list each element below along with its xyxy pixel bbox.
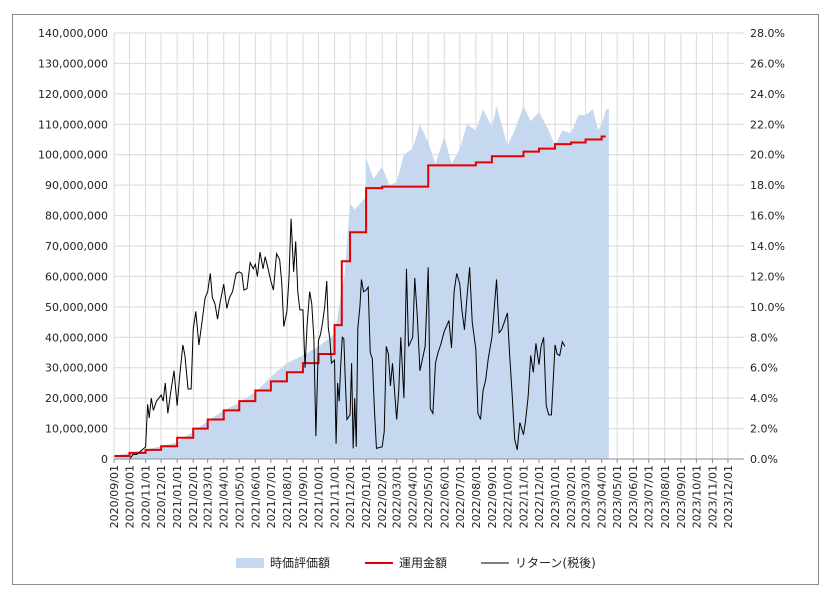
x-tick-label: 2020/09/01 xyxy=(108,465,121,528)
y-right-tick-label: 28.0% xyxy=(750,27,785,40)
y-left-tick-label: 70,000,000 xyxy=(45,240,108,253)
y-right-tick-label: 24.0% xyxy=(750,88,785,101)
x-tick-label: 2022/02/01 xyxy=(376,465,389,528)
x-tick-label: 2021/04/01 xyxy=(218,465,231,528)
chart-svg: 0 10,000,000 20,000,000 30,000,000 40,000,00… xyxy=(38,27,785,570)
x-tick-label: 2023/11/01 xyxy=(706,465,719,528)
y-left-tick-label: 10,000,000 xyxy=(45,423,108,436)
legend-label: 時価評価額 xyxy=(270,555,330,570)
y-left-tick-label: 40,000,000 xyxy=(45,331,108,344)
x-tick-label: 2021/02/01 xyxy=(187,465,200,528)
legend: 時価評価額 運用金額 リターン(税後) xyxy=(236,555,596,570)
x-tick-label: 2023/03/01 xyxy=(580,465,593,528)
x-tick-label: 2023/12/01 xyxy=(722,465,735,528)
x-tick-label: 2022/11/01 xyxy=(517,465,530,528)
x-tick-label: 2022/07/01 xyxy=(454,465,467,528)
y-right-tick-label: 0.0% xyxy=(750,453,778,466)
x-tick-label: 2022/04/01 xyxy=(407,465,420,528)
x-tick-label: 2020/12/01 xyxy=(155,465,168,528)
x-tick-label: 2022/01/01 xyxy=(360,465,373,528)
axes-layer: 0 10,000,000 20,000,000 30,000,000 40,000,00… xyxy=(38,27,785,528)
y-left-tick-label: 60,000,000 xyxy=(45,270,108,283)
legend-item: 時価評価額 xyxy=(236,555,330,570)
series-line-invested-amount xyxy=(114,135,606,457)
x-tick-label: 2023/10/01 xyxy=(690,465,703,528)
legend-label: 運用金額 xyxy=(399,555,447,570)
x-tick-label: 2023/07/01 xyxy=(643,465,656,528)
x-tick-label: 2022/05/01 xyxy=(422,465,435,528)
x-tick-label: 2021/10/01 xyxy=(312,465,325,528)
x-tick-label: 2022/03/01 xyxy=(391,465,404,528)
legend-item: リターン(税後) xyxy=(481,556,596,570)
y-left-tick-label: 120,000,000 xyxy=(38,88,108,101)
x-tick-label: 2021/08/01 xyxy=(281,465,294,528)
y-left-tick-label: 90,000,000 xyxy=(45,179,108,192)
y-left-tick-label: 80,000,000 xyxy=(45,210,108,223)
x-tick-label: 2023/01/01 xyxy=(549,465,562,528)
y-right-tick-label: 2.0% xyxy=(750,423,778,436)
x-tick-label: 2023/08/01 xyxy=(659,465,672,528)
x-tick-label: 2022/12/01 xyxy=(533,465,546,528)
y-right-tick-label: 10.0% xyxy=(750,301,785,314)
y-right-tick-label: 20.0% xyxy=(750,149,785,162)
lines-layer xyxy=(114,135,606,460)
y-right-tick-label: 22.0% xyxy=(750,118,785,131)
x-tick-label: 2023/04/01 xyxy=(596,465,609,528)
y-left-tick-label: 100,000,000 xyxy=(38,149,108,162)
y-right-tick-label: 4.0% xyxy=(750,392,778,405)
x-tick-label: 2023/06/01 xyxy=(627,465,640,528)
x-tick-label: 2021/09/01 xyxy=(297,465,310,528)
x-tick-label: 2021/11/01 xyxy=(329,465,342,528)
y-left-tick-label: 20,000,000 xyxy=(45,392,108,405)
legend-item: 運用金額 xyxy=(365,555,447,570)
x-tick-label: 2023/02/01 xyxy=(565,465,578,528)
legend-swatch-area xyxy=(236,558,264,568)
y-left-tick-label: 50,000,000 xyxy=(45,301,108,314)
y-left-tick-label: 0 xyxy=(101,453,108,466)
y-left-tick-label: 110,000,000 xyxy=(38,118,108,131)
y-left-tick-label: 30,000,000 xyxy=(45,362,108,375)
x-tick-label: 2021/06/01 xyxy=(249,465,262,528)
x-tick-label: 2021/05/01 xyxy=(233,465,246,528)
y-left-tick-label: 140,000,000 xyxy=(38,27,108,40)
legend-label: リターン(税後) xyxy=(515,556,596,570)
x-tick-label: 2022/08/01 xyxy=(470,465,483,528)
chart-frame: 0 10,000,000 20,000,000 30,000,000 40,000,00… xyxy=(12,14,819,585)
x-tick-label: 2020/11/01 xyxy=(140,465,153,528)
x-tick-label: 2022/10/01 xyxy=(501,465,514,528)
y-right-tick-label: 12.0% xyxy=(750,270,785,283)
y-right-tick-label: 26.0% xyxy=(750,57,785,70)
y-left-tick-label: 130,000,000 xyxy=(38,57,108,70)
x-tick-label: 2023/09/01 xyxy=(675,465,688,528)
x-tick-label: 2021/01/01 xyxy=(171,465,184,528)
x-tick-label: 2020/10/01 xyxy=(124,465,137,528)
y-right-tick-label: 14.0% xyxy=(750,240,785,253)
x-tick-label: 2023/05/01 xyxy=(611,465,624,528)
y-right-tick-label: 18.0% xyxy=(750,179,785,192)
series-line-return xyxy=(129,218,566,460)
y-right-tick-label: 6.0% xyxy=(750,362,778,375)
x-tick-label: 2022/06/01 xyxy=(438,465,451,528)
y-right-tick-label: 16.0% xyxy=(750,210,785,223)
y-right-tick-label: 8.0% xyxy=(750,331,778,344)
x-tick-label: 2021/12/01 xyxy=(344,465,357,528)
x-tick-label: 2021/03/01 xyxy=(202,465,215,528)
x-tick-label: 2021/07/01 xyxy=(265,465,278,528)
x-tick-label: 2022/09/01 xyxy=(486,465,499,528)
